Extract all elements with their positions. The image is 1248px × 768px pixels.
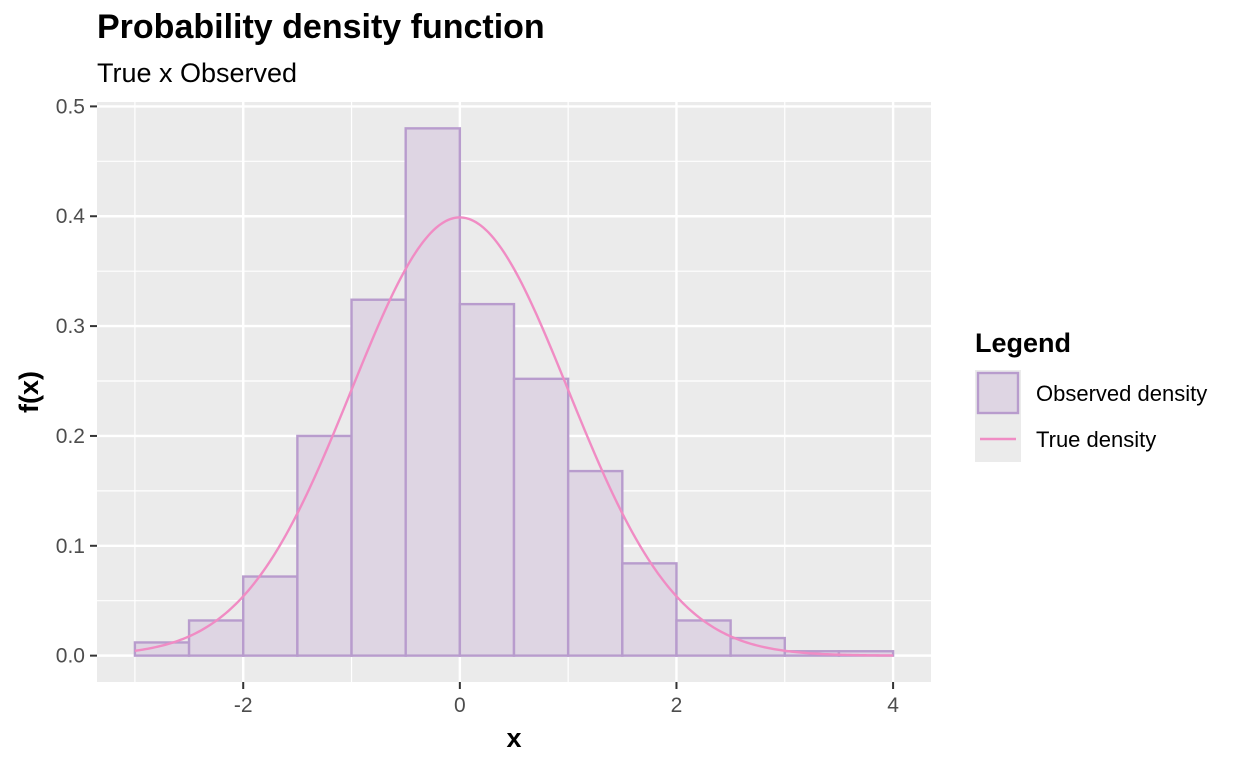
histogram-bar xyxy=(675,619,732,657)
histogram-bar xyxy=(350,298,407,657)
x-tick-label: 2 xyxy=(671,694,683,717)
histogram-bar xyxy=(296,434,353,657)
histogram-bar xyxy=(404,127,462,657)
x-axis: -2 0 2 4 xyxy=(234,682,899,717)
y-axis: 0.0 0.1 0.2 0.3 0.4 0.5 xyxy=(56,95,97,668)
x-tick-label: 0 xyxy=(454,694,466,717)
histogram-bar xyxy=(187,619,245,657)
chart-title: Probability density function xyxy=(97,8,545,46)
legend-title: Legend xyxy=(975,328,1071,358)
histogram-bar xyxy=(458,302,516,657)
y-tick-label: 0.2 xyxy=(56,425,85,448)
y-tick-label: 0.5 xyxy=(56,95,85,118)
legend: Legend Observed density True density xyxy=(975,328,1207,462)
histogram-bar xyxy=(512,377,570,657)
x-tick-label: 4 xyxy=(887,694,899,717)
x-axis-label: x xyxy=(506,723,521,753)
legend-key-observed xyxy=(976,371,1020,415)
x-tick-label: -2 xyxy=(234,694,253,717)
y-tick-label: 0.0 xyxy=(56,645,85,668)
true-density-line xyxy=(134,216,894,657)
y-axis-label: f(x) xyxy=(14,371,44,413)
y-tick-label: 0.4 xyxy=(56,205,86,228)
chart-subtitle: True x Observed xyxy=(97,58,298,88)
legend-label-observed: Observed density xyxy=(1036,381,1207,406)
y-tick-label: 0.1 xyxy=(56,535,85,558)
histogram-bar xyxy=(621,562,678,657)
y-tick-label: 0.3 xyxy=(56,315,85,338)
legend-label-true: True density xyxy=(1036,427,1156,452)
